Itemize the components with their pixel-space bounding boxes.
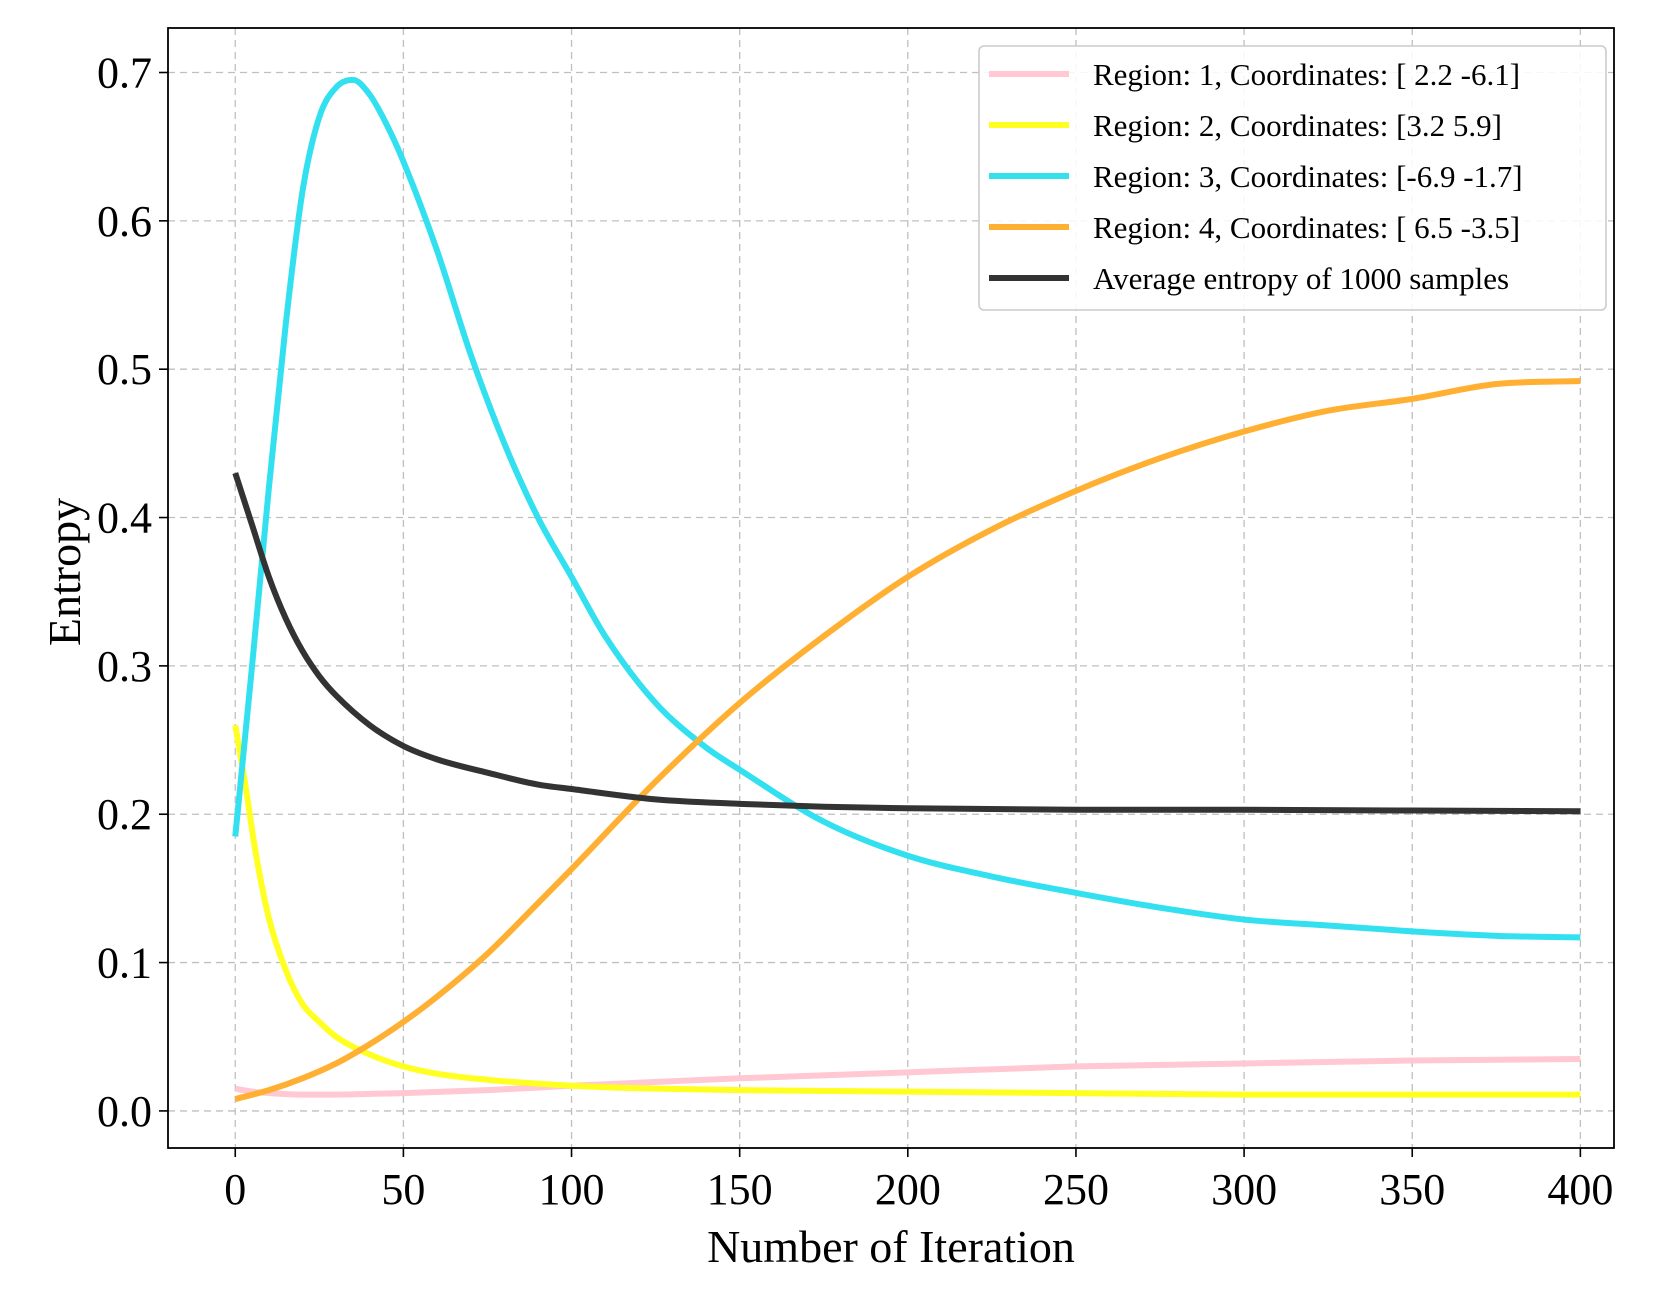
x-tick-label: 200	[875, 1165, 941, 1214]
series-layer	[232, 76, 1581, 1102]
series-line-3	[232, 76, 1581, 941]
x-tick-label: 150	[707, 1165, 773, 1214]
legend-entry-1: Region: 1, Coordinates: [ 2.2 -6.1]	[1093, 57, 1520, 92]
series-line-5	[232, 472, 1581, 815]
x-axis-label: Number of Iteration	[707, 1221, 1075, 1272]
x-tick-label: 250	[1043, 1165, 1109, 1214]
legend-box	[978, 45, 1607, 311]
x-tick-label: 400	[1547, 1165, 1613, 1214]
y-tick-label: 0.6	[97, 197, 152, 246]
series-line-4	[234, 378, 1581, 1102]
x-tick-label: 0	[224, 1165, 246, 1214]
x-tick-label: 300	[1211, 1165, 1277, 1214]
y-tick-label: 0.3	[97, 642, 152, 691]
x-tick-label: 100	[539, 1165, 605, 1214]
y-tick-label: 0.7	[97, 49, 152, 98]
y-axis-label: Entropy	[39, 498, 90, 646]
plot-frame	[167, 27, 1615, 1149]
y-tick-label: 0.4	[97, 494, 152, 543]
ticks: 0 50 100 150 200 250 300 350 400 0.0 0.1 0.2 0.3 0.4 0…	[97, 49, 1613, 1214]
legend-entry-3: Region: 3, Coordinates: [-6.9 -1.7]	[1093, 159, 1523, 194]
series-line-2	[232, 724, 1581, 1098]
y-tick-label: 0.5	[97, 345, 152, 394]
x-tick-label: 50	[381, 1165, 425, 1214]
y-tick-label: 0.0	[97, 1087, 152, 1136]
x-tick-label: 350	[1379, 1165, 1445, 1214]
legend: Region: 1, Coordinates: [ 2.2 -6.1] Regio…	[978, 45, 1607, 311]
legend-entry-2: Region: 2, Coordinates: [3.2 5.9]	[1093, 108, 1502, 143]
y-tick-label: 0.1	[97, 939, 152, 988]
legend-entry-4: Region: 4, Coordinates: [ 6.5 -3.5]	[1093, 210, 1520, 245]
legend-entry-5: Average entropy of 1000 samples	[1093, 261, 1509, 296]
y-tick-label: 0.2	[97, 790, 152, 839]
